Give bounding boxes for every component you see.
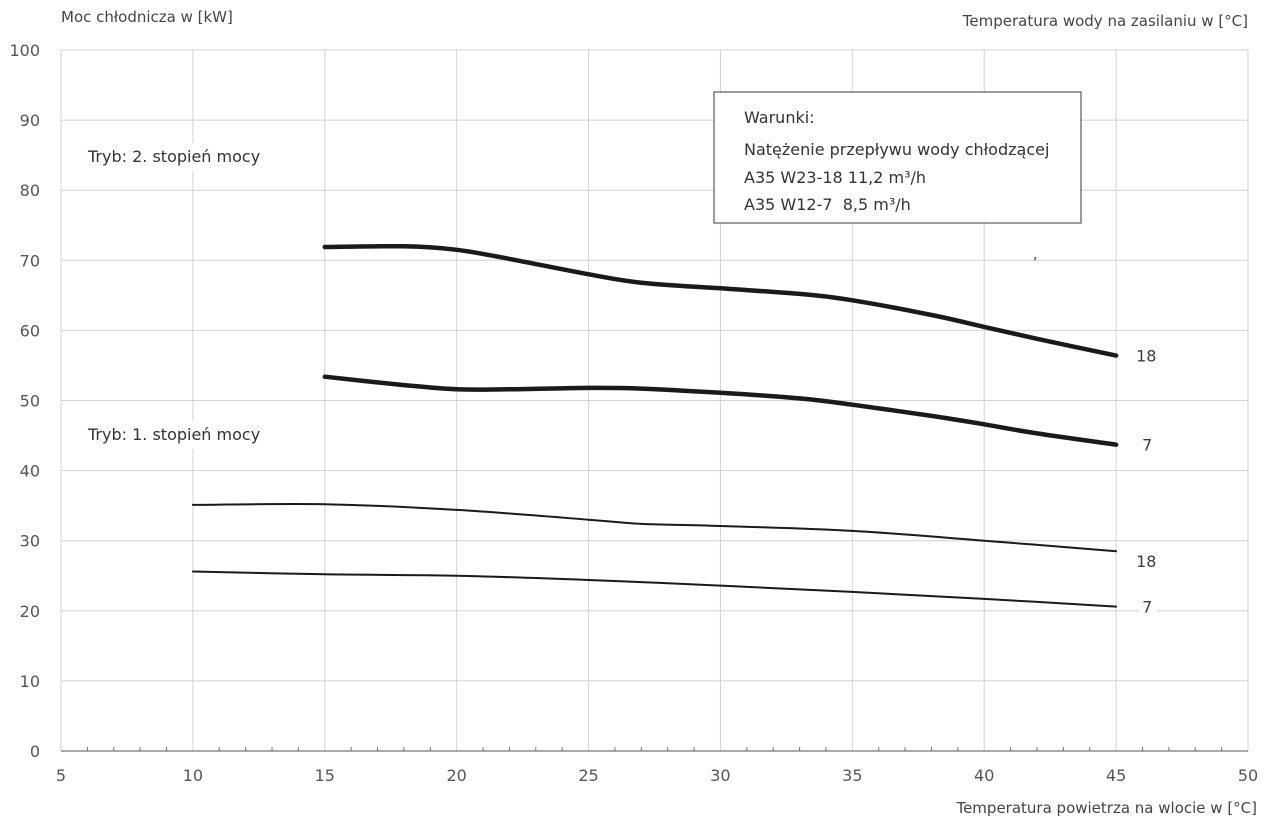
y-axis-title: Moc chłodnicza w [kW] — [61, 8, 233, 26]
mode-label-stage-1: Tryb: 1. stopień mocy — [87, 425, 260, 444]
minor-ticks — [86, 747, 1223, 751]
mode-label-stage-2: Tryb: 2. stopień mocy — [87, 147, 260, 166]
x-tick-label: 45 — [1106, 766, 1126, 785]
series-line-7-mode-1 — [191, 570, 1118, 608]
mode-label-bg-2 — [88, 143, 264, 171]
legend-title: Temperatura wody na zasilaniu w [°C] — [962, 12, 1248, 30]
x-tick-label: 35 — [842, 766, 862, 785]
y-tick-label: 80 — [20, 181, 40, 200]
y-tick-label: 90 — [20, 111, 40, 130]
y-tick-label: 100 — [9, 41, 40, 60]
y-tick-label: 20 — [20, 602, 40, 621]
series-line-7-mode-2 — [322, 374, 1119, 447]
y-tick-label: 40 — [20, 462, 40, 481]
series-label-bg — [1139, 434, 1158, 457]
series-label: 7 — [1142, 436, 1152, 455]
series-label: 18 — [1136, 552, 1156, 571]
series-label: 18 — [1136, 347, 1156, 366]
conditions-line-3: A35 W23-18 11,2 m³/h — [744, 168, 926, 187]
x-tick-label: 10 — [183, 766, 203, 785]
conditions-box-frame — [713, 91, 1082, 224]
y-tick-label: 0 — [30, 742, 40, 761]
series-line-18-mode-2 — [322, 243, 1119, 358]
y-tick-label: 10 — [20, 672, 40, 691]
series-line-18-mode-1 — [191, 502, 1118, 553]
x-tick-label: 25 — [578, 766, 598, 785]
y-tick-label: 70 — [20, 251, 40, 270]
stray-mark: , — [1033, 247, 1037, 263]
x-tick-label: 5 — [56, 766, 66, 785]
conditions-line-1: Warunki: — [744, 108, 815, 127]
conditions-line-4: A35 W12-7 8,5 m³/h — [744, 195, 911, 214]
series — [191, 243, 1119, 608]
y-tick-labels: 0 10 20 30 40 50 60 70 80 90 100 — [9, 41, 40, 761]
x-tick-label: 20 — [446, 766, 466, 785]
series-label-bg — [1133, 345, 1162, 368]
mode-label-bg-1 — [88, 421, 262, 449]
x-tick-labels: 5 10 15 20 25 30 35 40 45 50 — [56, 766, 1258, 785]
x-tick-label: 50 — [1238, 766, 1258, 785]
y-tick-label: 60 — [20, 321, 40, 340]
x-tick-label: 40 — [974, 766, 994, 785]
conditions-line-2: Natężenie przepływu wody chłodzącej — [744, 140, 1049, 159]
x-tick-label: 15 — [315, 766, 335, 785]
y-tick-label: 50 — [20, 392, 40, 411]
y-tick-label: 30 — [20, 532, 40, 551]
x-axis-title: Temperatura powietrza na wlocie w [°C] — [955, 799, 1257, 817]
series-labels: 18 7 18 7 — [1133, 345, 1162, 619]
x-tick-label: 30 — [710, 766, 730, 785]
series-label: 7 — [1142, 598, 1152, 617]
conditions-box: Warunki: Natężenie przepływu wody chłodz… — [713, 91, 1082, 224]
series-label-bg — [1139, 596, 1158, 619]
series-label-bg — [1133, 551, 1162, 574]
